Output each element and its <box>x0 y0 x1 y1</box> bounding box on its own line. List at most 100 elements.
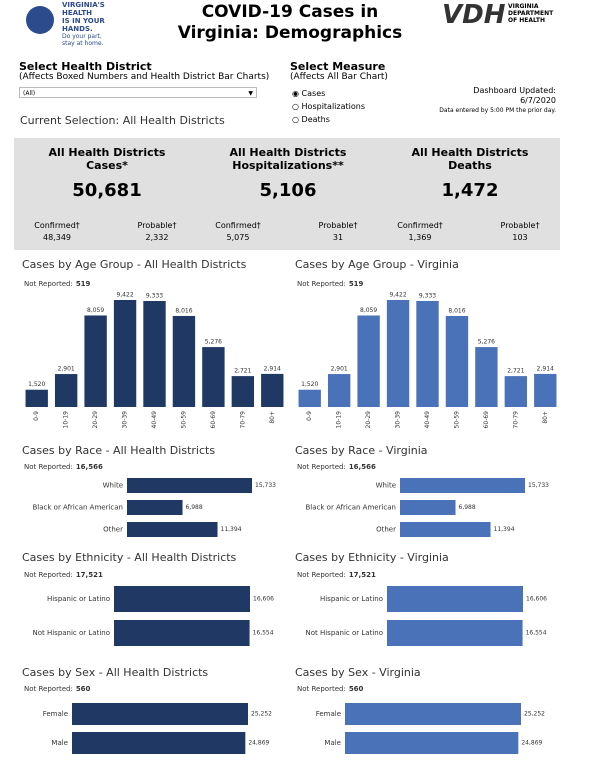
y-tick-label: White <box>103 482 123 490</box>
x-tick-label: 20-29 <box>365 411 372 429</box>
note-label: Not Reported: <box>297 463 346 471</box>
confirmed-value: 5,075 <box>226 233 250 242</box>
note-value: 17,521 <box>76 571 103 579</box>
current-selection: Current Selection: All Health Districts <box>20 114 225 127</box>
chart-title: Cases by Ethnicity - Virginia <box>295 551 449 564</box>
value-label: 15,733 <box>528 482 549 489</box>
value-label: 6,988 <box>186 504 203 511</box>
x-tick-label: 0-9 <box>33 411 40 421</box>
bar <box>400 522 491 537</box>
value-label: 24,869 <box>248 740 269 747</box>
radio-option[interactable]: ○ Deaths <box>292 115 330 124</box>
bar <box>127 522 218 537</box>
summary-title: All Health Districts <box>411 146 529 159</box>
logo-tagline: stay at home. <box>62 40 104 47</box>
probable-value: 31 <box>332 233 344 242</box>
value-label: 2,901 <box>58 366 75 373</box>
x-tick-label: 30-39 <box>395 411 402 429</box>
value-label: 16,606 <box>253 596 274 603</box>
measure-label: Select Measure <box>290 60 386 73</box>
confirmed-label: Confirmed† <box>397 221 443 230</box>
summary-measure: Cases* <box>86 159 128 172</box>
summary-value: 5,106 <box>259 180 317 201</box>
value-label: 2,914 <box>537 365 554 372</box>
note-label: Not Reported: <box>24 571 73 579</box>
y-tick-label: Female <box>316 710 341 718</box>
value-label: 9,333 <box>419 293 436 300</box>
summary-value: 50,681 <box>72 180 142 201</box>
probable-label: Probable† <box>137 221 177 230</box>
vdh-line: OF HEALTH <box>508 17 545 24</box>
chart-title: Cases by Ethnicity - All Health District… <box>22 551 237 564</box>
value-label: 16,554 <box>253 630 274 637</box>
value-label: 9,422 <box>389 292 406 299</box>
value-label: 9,422 <box>116 292 133 299</box>
bar <box>202 347 225 407</box>
note-value: 519 <box>76 280 91 288</box>
updated-note: Data entered by 5:00 PM the prior day. <box>439 107 556 114</box>
summary-value: 1,472 <box>441 180 499 201</box>
radio-option[interactable]: ○ Hospitalizations <box>292 102 365 111</box>
bar <box>416 301 439 407</box>
bar <box>25 389 48 407</box>
x-tick-label: 80+ <box>542 411 549 424</box>
probable-label: Probable† <box>500 221 540 230</box>
x-tick-label: 40-49 <box>424 411 431 429</box>
bar <box>534 373 557 407</box>
confirmed-value: 1,369 <box>408 233 432 242</box>
x-tick-label: 60-69 <box>483 411 490 429</box>
x-tick-label: 80+ <box>269 411 276 424</box>
vdh-line: DEPARTMENT <box>508 10 554 17</box>
confirmed-value: 48,349 <box>43 233 71 242</box>
bar <box>387 620 523 646</box>
value-label: 11,394 <box>494 526 515 533</box>
chart-title: Cases by Sex - All Health Districts <box>22 666 208 679</box>
x-tick-label: 70-79 <box>239 411 246 429</box>
value-label: 11,394 <box>221 526 242 533</box>
bar <box>72 732 246 754</box>
logo-line: HEALTH <box>62 9 92 17</box>
bar <box>114 586 250 612</box>
vdh-logo: VDH <box>442 0 506 30</box>
updated-date: 6/7/2020 <box>520 96 556 105</box>
summary-panel <box>14 138 560 250</box>
y-tick-label: Other <box>376 526 396 534</box>
bar <box>231 376 255 407</box>
bar <box>387 586 523 612</box>
x-tick-label: 20-29 <box>92 411 99 429</box>
bar <box>54 374 78 407</box>
note-value: 16,566 <box>76 463 103 471</box>
summary-title: All Health Districts <box>48 146 166 159</box>
radio-option[interactable]: ◉ Cases <box>292 89 326 98</box>
value-label: 9,333 <box>146 293 163 300</box>
value-label: 2,901 <box>331 366 348 373</box>
bar <box>298 389 321 407</box>
bar <box>114 620 250 646</box>
y-tick-label: Not Hispanic or Latino <box>32 629 110 637</box>
value-label: 8,016 <box>175 307 192 314</box>
bar <box>261 373 284 407</box>
x-tick-label: 0-9 <box>306 411 313 421</box>
x-tick-label: 50-59 <box>453 411 460 429</box>
y-tick-label: Black or African American <box>33 504 124 512</box>
bar <box>475 347 498 407</box>
note-label: Not Reported: <box>297 571 346 579</box>
probable-value: 103 <box>512 233 528 242</box>
page-title: COVID-19 Cases in Virginia: Demographics <box>177 2 403 43</box>
bar <box>113 300 137 407</box>
radio-label: Deaths <box>301 115 330 124</box>
summary-measure: Hospitalizations** <box>232 159 344 172</box>
district-label: Select Health District <box>19 60 152 73</box>
chart-title: Cases by Age Group - All Health District… <box>22 258 247 271</box>
note-label: Not Reported: <box>24 463 73 471</box>
measure-note: (Affects All Bar Chart) <box>290 72 388 82</box>
district-dropdown[interactable]: (All) ▼ <box>19 87 257 98</box>
value-label: 5,276 <box>478 339 495 346</box>
summary-measure: Deaths <box>448 159 492 172</box>
radio-label: Cases <box>301 89 326 98</box>
value-label: 6,988 <box>459 504 476 511</box>
y-tick-label: Not Hispanic or Latino <box>305 629 383 637</box>
dropdown-value: (All) <box>23 90 36 97</box>
note-value: 560 <box>76 685 91 693</box>
